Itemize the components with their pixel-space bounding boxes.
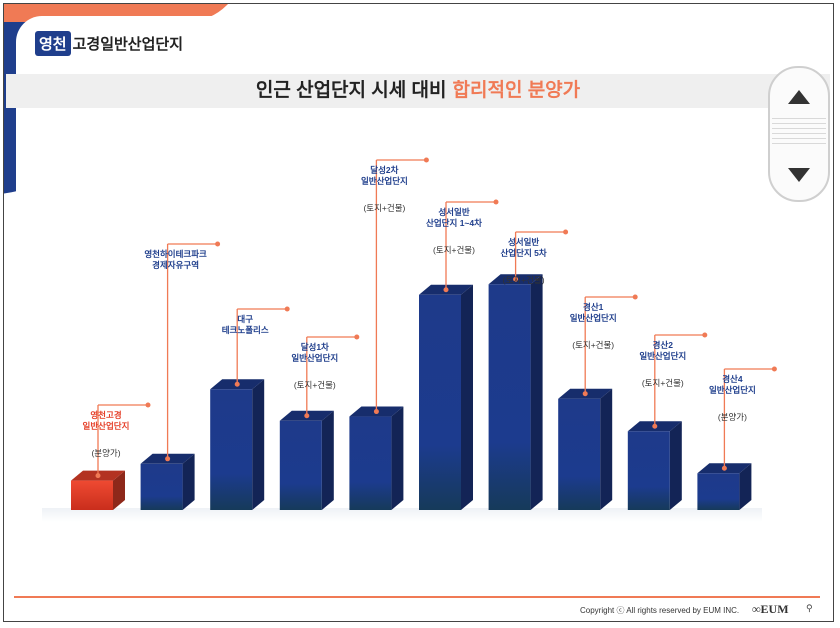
leader-9 (721, 366, 777, 471)
bar-front (697, 473, 740, 510)
title-highlight: 합리적인 분양가 (452, 80, 581, 101)
bar-5 (419, 284, 473, 510)
category-note: (토지+건물) (642, 378, 684, 388)
leader-1 (165, 241, 221, 462)
category-label: 테크노폴리스 (222, 325, 269, 335)
bar-1 (140, 453, 195, 510)
bar-front (210, 389, 253, 510)
bar-front (488, 284, 531, 510)
scroll-grip-line (772, 123, 826, 124)
category-note: (분양가) (91, 448, 120, 458)
category-note: (분양가) (718, 412, 747, 422)
bar-front (279, 420, 322, 510)
category-label: 달성2차 (370, 165, 398, 175)
bar-side (461, 284, 473, 510)
category-label: 경제자유구역 (152, 260, 199, 270)
bar-3 (279, 410, 334, 510)
leader-0 (95, 402, 151, 479)
bar-front (140, 463, 183, 510)
scroll-grip-line (772, 118, 826, 119)
category-label: 영천하이테크파크 (144, 249, 207, 259)
category-label: 달성1차 (301, 342, 329, 352)
bar-side (391, 406, 404, 510)
category-label: 일반산업단지 (639, 351, 686, 361)
title-main: 인근 산업단지 시세 대비 (255, 80, 447, 101)
bar-side (600, 388, 613, 510)
bar-side (321, 410, 334, 510)
title-bar: 인근 산업단지 시세 대비 합리적인 분양가 (6, 74, 830, 108)
category-label: 경산4 (722, 374, 743, 384)
category-label: 일반산업단지 (291, 353, 338, 363)
bar-7 (558, 388, 613, 510)
search-icon[interactable]: ⚲ (806, 604, 813, 614)
brand-logo: ∞EUM (752, 602, 789, 616)
category-label: 일반산업단지 (83, 421, 130, 431)
category-label: 일반산업단지 (361, 176, 408, 186)
bar-4 (349, 406, 404, 510)
category-label: 영천고경 (90, 410, 121, 420)
bar-side (113, 470, 125, 510)
logo: 영천 고경일반산업단지 (35, 31, 183, 56)
category-label: 일반산업단지 (709, 385, 756, 395)
bar-front (71, 480, 113, 510)
category-label: 경산1 (583, 302, 604, 312)
scroll-widget[interactable] (768, 66, 830, 202)
bar-side (182, 453, 195, 510)
category-note: (토지+건물) (503, 275, 545, 285)
leader-2 (234, 306, 290, 387)
logo-text: 고경일반산업단지 (72, 36, 184, 53)
category-label: 일반산업단지 (570, 313, 617, 323)
category-label: 성서일반 (508, 237, 539, 247)
triangle-up-icon[interactable] (770, 82, 828, 122)
leader-8 (652, 332, 708, 429)
bar-side (669, 421, 682, 510)
footer-divider (14, 596, 820, 598)
bar-front (627, 431, 670, 510)
chart-floor (42, 508, 762, 522)
category-label: 산업단지 5차 (500, 248, 546, 258)
leader-5 (443, 199, 499, 293)
category-note: (토지+건물) (572, 340, 614, 350)
bar-side (530, 274, 543, 510)
scroll-grip-line (772, 143, 826, 144)
bar-front (349, 416, 392, 510)
bar-side (739, 463, 752, 510)
category-label: 대구 (237, 314, 253, 324)
leader-3 (304, 334, 360, 419)
bar-front (558, 398, 601, 510)
scroll-grip-line (772, 138, 826, 139)
scroll-grip-line (772, 133, 826, 134)
bar-6 (488, 274, 543, 510)
triangle-down-icon[interactable] (770, 156, 828, 196)
category-label: 경산2 (653, 340, 674, 350)
leader-4 (373, 157, 429, 415)
corner-decoration-mask (16, 16, 256, 276)
bar-2 (210, 379, 265, 510)
bar-side (252, 379, 265, 510)
leader-7 (582, 294, 638, 397)
scroll-grip-line (772, 128, 826, 129)
category-label: 성서일반 (438, 207, 469, 217)
bar-8 (627, 421, 682, 510)
logo-badge: 영천 (35, 31, 71, 56)
leader-6 (513, 229, 569, 282)
category-note: (토지+건물) (294, 380, 336, 390)
copyright-text: Copyright ⓒ All rights reserved by EUM I… (580, 606, 740, 615)
category-note: (토지+건물) (433, 245, 475, 255)
category-label: 산업단지 1~4차 (426, 218, 482, 228)
bar-front (419, 294, 461, 510)
category-note: (토지+건물) (363, 203, 405, 213)
